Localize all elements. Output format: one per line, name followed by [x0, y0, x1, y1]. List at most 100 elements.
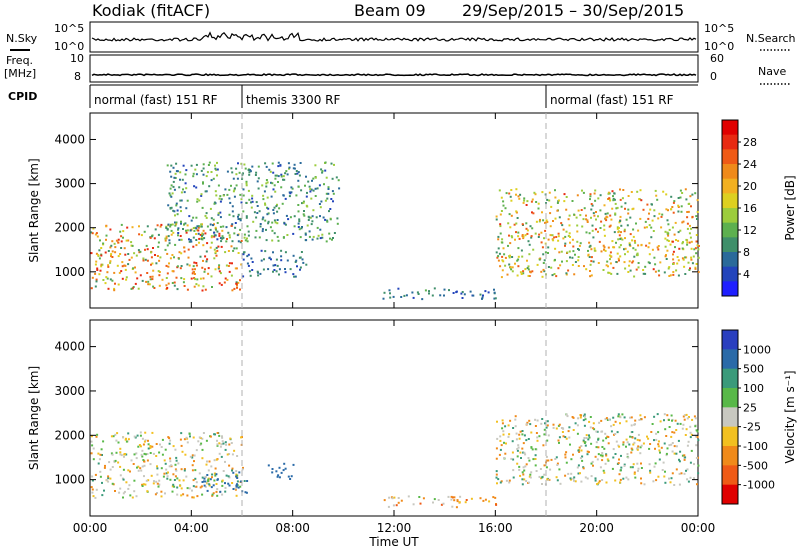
echo-cell [658, 458, 661, 461]
echo-cell [679, 196, 682, 199]
echo-cell [688, 269, 691, 271]
echo-cell [686, 222, 689, 225]
echo-cell [251, 165, 254, 168]
echo-cell [266, 181, 269, 184]
echo-cell [277, 474, 280, 477]
echo-cell [534, 448, 537, 451]
echo-cell [623, 261, 626, 264]
echo-cell [592, 464, 594, 467]
echo-cell [677, 259, 680, 262]
echo-cell [155, 443, 158, 445]
echo-cell [209, 207, 212, 210]
echo-cell [179, 171, 182, 174]
echo-cell [677, 210, 680, 213]
echo-cell [546, 424, 549, 427]
echo-cell [216, 443, 219, 446]
echo-cell [690, 205, 692, 208]
echo-cell [166, 228, 169, 231]
echo-cell [170, 229, 173, 232]
echo-cell [155, 455, 158, 457]
echo-cell [204, 214, 207, 217]
echo-cell [259, 223, 262, 225]
echo-cell [216, 444, 219, 447]
echo-cell [264, 250, 267, 253]
echo-cell [541, 476, 544, 479]
echo-cell [555, 456, 558, 459]
cpid-segment-label: normal (fast) 151 RF [550, 93, 674, 107]
echo-cell [697, 439, 700, 442]
echo-cell [684, 188, 687, 191]
echo-cell [272, 251, 274, 254]
echo-cell [518, 197, 521, 200]
echo-cell [525, 204, 528, 206]
echo-cell [613, 246, 616, 249]
echo-cell [538, 220, 541, 223]
echo-cell [226, 170, 229, 173]
echo-cell [619, 220, 622, 222]
echo-cell [389, 292, 391, 295]
echo-cell [383, 499, 386, 502]
echo-cell [282, 236, 285, 239]
echo-cell [650, 226, 653, 229]
echo-cell [583, 207, 586, 210]
echo-cell [275, 470, 278, 473]
echo-cell [140, 469, 143, 472]
echo-cell [90, 452, 93, 455]
echo-cell [221, 479, 224, 482]
echo-cell [593, 192, 596, 195]
echo-cell [294, 261, 297, 263]
echo-cell [644, 272, 647, 275]
echo-cell [554, 196, 557, 199]
echo-cell [572, 429, 575, 431]
echo-cell [693, 477, 695, 480]
echo-cell [659, 261, 662, 264]
echo-cell [696, 430, 699, 433]
echo-cell [321, 170, 324, 173]
echo-cell [604, 249, 607, 252]
echo-cell [574, 422, 577, 425]
echo-cell [599, 454, 602, 457]
echo-cell [583, 265, 585, 268]
echo-cell [514, 238, 516, 241]
echo-cell [186, 288, 189, 291]
echo-cell [437, 499, 440, 501]
echo-cell [575, 216, 578, 219]
echo-cell [121, 265, 124, 268]
echo-cell [677, 206, 680, 208]
echo-cell [292, 463, 295, 466]
echo-cell [175, 276, 178, 279]
echo-cell [119, 447, 122, 450]
echo-cell [609, 251, 612, 254]
echo-cell [193, 271, 195, 273]
echo-cell [572, 416, 575, 419]
echo-cell [180, 265, 183, 267]
echo-cell [594, 228, 597, 231]
echo-cell [327, 186, 330, 189]
echo-cell [693, 463, 695, 466]
echo-cell [543, 270, 546, 273]
echo-cell [510, 214, 513, 217]
echo-cell [676, 422, 679, 425]
echo-cell [580, 480, 583, 483]
echo-cell [185, 229, 187, 232]
echo-cell [542, 253, 545, 256]
echo-cell [188, 264, 191, 267]
echo-cell [176, 493, 179, 496]
echo-cell [676, 262, 679, 265]
echo-cell [511, 236, 514, 239]
echo-cell [603, 447, 606, 450]
echo-cell [115, 451, 118, 454]
echo-cell [207, 267, 210, 270]
echo-cell [636, 447, 639, 450]
echo-cell [298, 174, 301, 177]
echo-cell [675, 445, 678, 448]
echo-cell [561, 224, 564, 227]
echo-cell [525, 227, 528, 230]
echo-cell [157, 241, 160, 244]
echo-cell [598, 421, 601, 424]
x-tick-label: 04:00 [174, 521, 209, 535]
echo-cell [290, 475, 293, 478]
echo-cell [640, 199, 643, 202]
echo-cell [624, 247, 627, 250]
echo-cell [683, 454, 686, 457]
